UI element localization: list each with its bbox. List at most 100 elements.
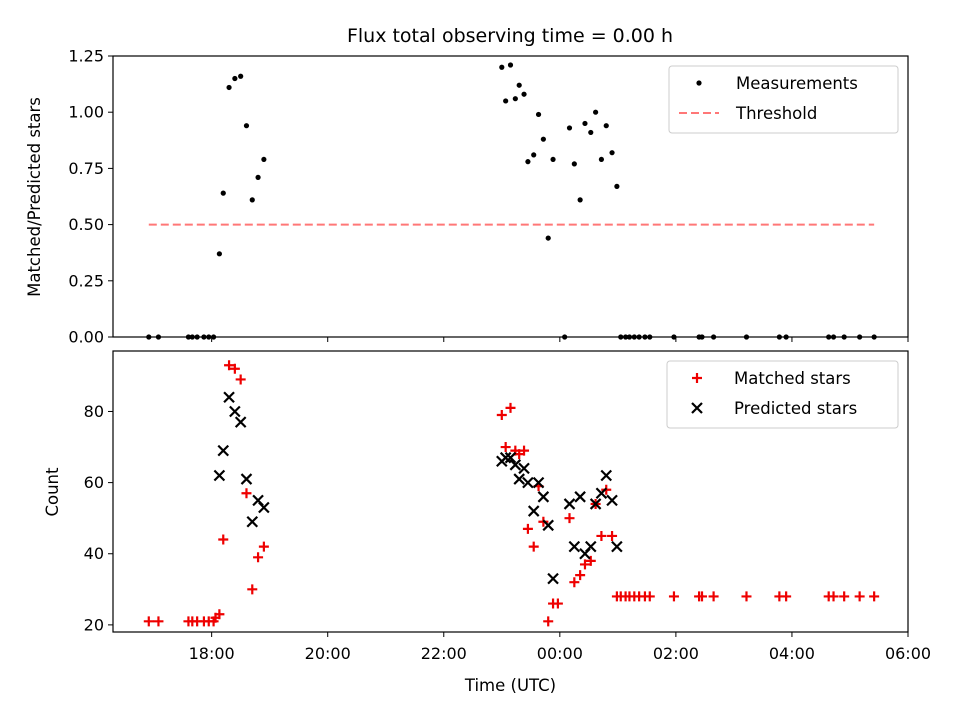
legend-box bbox=[666, 360, 899, 429]
measurement-point bbox=[255, 174, 261, 180]
measurement-point bbox=[571, 161, 577, 167]
measurement-point bbox=[588, 129, 594, 136]
y-axis-label: Matched/Predicted stars bbox=[25, 97, 44, 297]
x-tick-label: 18:00 bbox=[189, 644, 235, 663]
matched-star-point bbox=[607, 530, 618, 541]
chart-title: Flux total observing time = 0.00 h bbox=[347, 25, 673, 47]
legend-label: Measurements bbox=[736, 74, 858, 93]
x-tick-label: 00:00 bbox=[537, 644, 583, 663]
measurement-point bbox=[614, 183, 620, 189]
measurement-point bbox=[261, 156, 267, 163]
legend-box bbox=[668, 65, 899, 134]
predicted-star-point bbox=[584, 540, 597, 553]
measurement-point bbox=[226, 84, 232, 91]
matched-star-point bbox=[229, 363, 240, 374]
y-tick-label: 60 bbox=[84, 473, 104, 492]
measurement-point bbox=[609, 150, 615, 156]
predicted-star-point bbox=[240, 473, 253, 485]
matched-star-point bbox=[828, 591, 839, 602]
predicted-star-point bbox=[595, 487, 608, 500]
matched-star-point bbox=[496, 410, 507, 421]
matched-star-point bbox=[543, 616, 554, 627]
y-tick-label: 0.25 bbox=[68, 271, 104, 290]
y-tick-label: 1.25 bbox=[68, 47, 104, 66]
legend: Measurements Threshold bbox=[668, 65, 899, 134]
predicted-star-point bbox=[499, 451, 512, 464]
measurement-point bbox=[243, 123, 250, 129]
matched-star-point bbox=[224, 360, 235, 371]
predicted-star-point bbox=[542, 519, 554, 532]
matched-star-point bbox=[218, 534, 229, 545]
y-tick-label: 80 bbox=[84, 402, 104, 421]
matched-star-point bbox=[644, 591, 655, 602]
plot-frame bbox=[112, 350, 909, 633]
predicted-star-point bbox=[606, 494, 618, 507]
predicted-star-point bbox=[223, 391, 235, 404]
predicted-star-point bbox=[600, 469, 613, 482]
measurement-point bbox=[499, 64, 505, 70]
matched-star-point bbox=[708, 591, 719, 602]
measurement-point bbox=[238, 73, 244, 79]
measurement-point bbox=[582, 120, 588, 127]
matched-star-point bbox=[839, 591, 850, 602]
x-tick-label: 06:00 bbox=[885, 644, 931, 663]
matched-star-point bbox=[579, 559, 590, 570]
matched-star-point bbox=[854, 591, 865, 602]
matched-star-point bbox=[519, 445, 530, 456]
x-tick-label: 04:00 bbox=[769, 644, 815, 663]
matched-star-point bbox=[253, 552, 264, 563]
matched-star-point bbox=[500, 442, 511, 453]
measurement-point bbox=[598, 156, 605, 163]
predicted-star-point bbox=[611, 540, 623, 553]
matched-star-point bbox=[214, 609, 225, 620]
matched-star-point bbox=[505, 402, 516, 413]
predicted-star-point bbox=[518, 462, 530, 475]
predicted-star-point bbox=[213, 469, 226, 482]
predicted-star-point bbox=[504, 451, 517, 464]
legend-label: Threshold bbox=[735, 104, 817, 123]
predicted-star-point bbox=[234, 416, 247, 428]
y-tick-label: 0.00 bbox=[68, 328, 104, 347]
predicted-star-point bbox=[522, 476, 534, 489]
predicted-star-point bbox=[537, 491, 550, 503]
predicted-star-point bbox=[258, 501, 270, 514]
measurement-point bbox=[216, 251, 222, 257]
measurement-point bbox=[550, 156, 556, 163]
measurement-point bbox=[232, 75, 238, 82]
predicted-star-point bbox=[547, 572, 559, 585]
predicted-star-point bbox=[217, 444, 230, 457]
matched-star-point bbox=[781, 591, 792, 602]
measurement-point bbox=[525, 159, 531, 165]
predicted-star-point bbox=[527, 505, 540, 517]
measurement-point bbox=[512, 96, 518, 102]
x-axis-label: Time (UTC) bbox=[464, 676, 556, 695]
x-tick-label: 22:00 bbox=[421, 644, 467, 663]
y-tick-label: 20 bbox=[84, 615, 104, 634]
measurement-point bbox=[603, 123, 609, 129]
matched-star-point bbox=[153, 616, 164, 627]
measurement-point bbox=[220, 190, 226, 196]
matched-star-point bbox=[241, 488, 252, 499]
top-plot: 0.00 0.25 0.50 0.75 1.00 1.25 Matched/Predicte… bbox=[25, 47, 909, 347]
predicted-star-point bbox=[509, 459, 522, 471]
matched-star-point bbox=[528, 541, 539, 552]
predicted-star-point bbox=[574, 491, 586, 503]
matched-star-point bbox=[522, 523, 533, 534]
matched-star-point bbox=[247, 584, 258, 595]
y-axis-label: Count bbox=[43, 467, 62, 517]
matched-star-point bbox=[869, 591, 880, 602]
measurement-point bbox=[535, 111, 542, 118]
legend-swatch bbox=[691, 402, 703, 414]
measurement-point bbox=[566, 125, 573, 131]
predicted-star-point bbox=[513, 473, 525, 485]
measurement-point bbox=[545, 235, 551, 241]
measurement-point bbox=[249, 197, 255, 203]
plot-frame bbox=[112, 55, 909, 338]
y-tick-label: 0.50 bbox=[68, 215, 104, 234]
matched-star-point bbox=[585, 555, 596, 566]
bottom-plot: 20 40 60 80 18:00 20:00 22:00 00:00 02:00 04:00 06… bbox=[43, 350, 931, 695]
legend-label: Matched stars bbox=[734, 369, 851, 388]
y-tick-label: 40 bbox=[84, 544, 104, 563]
measurement-point bbox=[577, 197, 583, 203]
